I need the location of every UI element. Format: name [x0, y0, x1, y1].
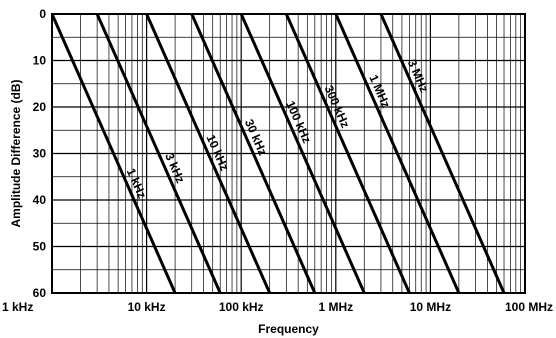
series-line — [334, 13, 461, 294]
y-tick-label: 60 — [33, 286, 47, 300]
x-tick-label: 10 kHz — [128, 300, 166, 314]
series-line — [379, 13, 506, 294]
y-tick-label: 20 — [33, 100, 47, 114]
series-line — [239, 13, 366, 294]
y-tick-labels: 0 10 20 30 40 50 60 — [33, 7, 47, 300]
series-lines — [50, 13, 506, 294]
x-axis-title: Frequency — [258, 322, 319, 336]
series-line — [284, 13, 411, 294]
y-tick-label: 50 — [33, 240, 47, 254]
x-tick-label: 100 MHz — [505, 300, 553, 314]
series-line — [190, 13, 317, 294]
x-tick-label: 100 kHz — [219, 300, 264, 314]
x-tick-label: 1 MHz — [318, 300, 353, 314]
x-tick-label: 1 kHz — [2, 300, 33, 314]
grid — [51, 13, 525, 294]
y-tick-label: 0 — [39, 7, 46, 21]
y-tick-label: 10 — [33, 54, 47, 68]
series-line — [50, 13, 177, 294]
plot-frame — [51, 13, 526, 294]
y-tick-label: 40 — [33, 193, 47, 207]
x-tick-label: 10 MHz — [410, 300, 451, 314]
series-line — [145, 13, 272, 294]
series-line — [95, 13, 222, 294]
y-tick-label: 30 — [33, 147, 47, 161]
x-tick-labels: 1 kHz 10 kHz 100 kHz 1 MHz 10 MHz 100 MHz — [2, 300, 553, 314]
y-axis-title: Amplitude Difference (dB) — [9, 79, 23, 227]
